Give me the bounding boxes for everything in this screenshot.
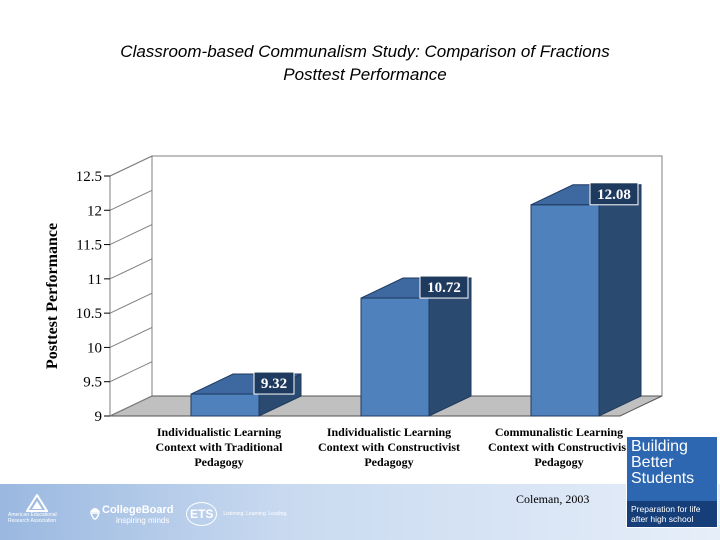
- y-tick-label-7: 12.5: [76, 169, 102, 185]
- bar-2-front: [360, 297, 430, 417]
- chart-title-line-1: Classroom-based Communalism Study: Compa…: [120, 42, 610, 61]
- y-gridline-4: [109, 258, 153, 280]
- y-tick-label-1: 9.5: [83, 375, 102, 391]
- collegeboard-text: CollegeBoard inspiring minds: [102, 504, 174, 525]
- aera-mark-icon: [26, 494, 48, 512]
- building-better-students-badge: Building Better Students Preparation for…: [626, 436, 718, 528]
- acorn-icon: [89, 508, 101, 520]
- bar-1-front: [190, 393, 260, 417]
- aera-name-line-1: American Educational: [8, 512, 57, 518]
- x-category-label-1-line-2: Context with Traditional: [156, 440, 284, 454]
- ets-logo: ETS Listening. Learning. Leading.: [186, 494, 288, 534]
- y-tick-label-6: 12: [87, 203, 102, 219]
- x-category-label-3-line-2: Context with Constructivist: [488, 440, 630, 454]
- x-category-label-2-line-1: Individualistic Learning: [327, 425, 451, 439]
- y-gridline-5: [109, 224, 153, 246]
- bbs-title-line-3: Students: [631, 470, 695, 487]
- bar-2-side: [428, 277, 472, 417]
- bar-3-side: [598, 184, 642, 417]
- y-gridline-3: [109, 292, 153, 314]
- bbs-subtitle-line-1: Preparation for life: [631, 504, 701, 514]
- x-category-label-3-line-1: Communalistic Learning: [495, 425, 623, 439]
- collegeboard-name: CollegeBoard: [102, 503, 174, 516]
- bar-3-front: [530, 204, 600, 417]
- data-label-3: 12.08: [597, 187, 631, 203]
- y-gridline-1: [109, 361, 153, 383]
- footer-band: [0, 484, 720, 540]
- collegeboard-tagline: inspiring minds: [116, 515, 170, 525]
- collegeboard-logo: CollegeBoard inspiring minds: [88, 494, 174, 534]
- data-label-1: 9.32: [261, 376, 287, 392]
- x-category-label-2-line-2: Context with Constructivist: [318, 440, 460, 454]
- y-tick-label-3: 10.5: [76, 306, 102, 322]
- aera-name-line-2: Research Association: [8, 518, 57, 524]
- data-label-box-2: [419, 275, 469, 299]
- data-label-box-1: [253, 371, 295, 395]
- y-gridline-0: [109, 395, 153, 417]
- bbs-subtitle-line-2: after high school: [631, 514, 694, 524]
- chart-title-line-2: Posttest Performance: [283, 65, 447, 84]
- y-tick-label-5: 11.5: [76, 238, 102, 254]
- data-label-box-3: [589, 182, 639, 206]
- y-tick-label-4: 11: [88, 272, 102, 288]
- x-category-label-1-line-1: Individualistic Learning: [157, 425, 281, 439]
- y-axis-title: Posttest Performance: [44, 223, 61, 369]
- ets-name: ETS: [186, 502, 218, 526]
- aera-logo: American Educational Research Associatio…: [8, 494, 70, 534]
- data-label-2: 10.72: [427, 280, 461, 296]
- chart-title: Classroom-based Communalism Study: Compa…: [0, 40, 720, 86]
- x-category-label-3-line-3: Pedagogy: [534, 455, 583, 469]
- bbs-subtitle: Preparation for life after high school: [627, 501, 717, 527]
- y-gridline-2: [109, 326, 153, 348]
- y-gridline-7: [109, 155, 153, 177]
- bbs-title-line-2: Better: [631, 454, 674, 471]
- side-wall: [109, 155, 153, 417]
- bar-chart: 9 9.5 10 10.5 11 11.5 12 12.5 Posttest Performan…: [44, 155, 663, 469]
- y-tick-label-0: 9: [95, 409, 103, 425]
- source-credit: Coleman, 2003: [516, 492, 590, 506]
- bbs-title-line-1: Building: [631, 438, 688, 455]
- x-category-label-1-line-3: Pedagogy: [194, 455, 243, 469]
- ets-tagline: Listening. Learning. Leading.: [223, 511, 288, 517]
- x-category-label-2-line-3: Pedagogy: [364, 455, 413, 469]
- y-gridline-6: [109, 189, 153, 211]
- aera-name: American Educational Research Associatio…: [8, 512, 57, 524]
- y-tick-label-2: 10: [87, 340, 102, 356]
- bbs-title: Building Better Students: [631, 439, 694, 487]
